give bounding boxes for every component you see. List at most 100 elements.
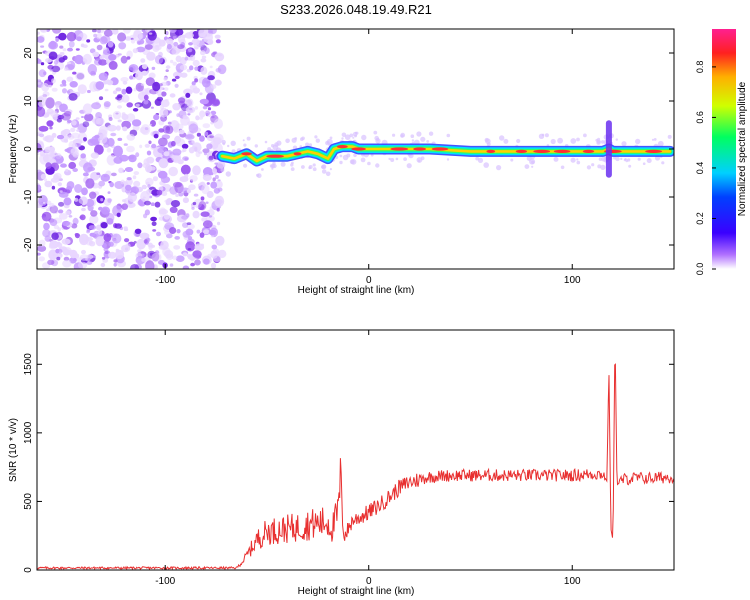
noise-speckle — [182, 252, 188, 257]
noise-speckle — [43, 222, 50, 231]
noise-speckle — [199, 135, 205, 142]
snr-series-line — [37, 363, 674, 570]
trace-halo — [483, 162, 490, 168]
noise-speckle — [169, 263, 174, 267]
noise-speckle — [172, 35, 177, 40]
noise-speckle — [44, 146, 54, 153]
noise-speckle — [79, 254, 89, 261]
noise-speckle — [214, 162, 218, 165]
noise-speckle — [84, 113, 94, 122]
noise-speckle — [92, 29, 97, 33]
spectrogram-noise-region — [37, 29, 227, 269]
noise-speckle — [194, 259, 201, 266]
noise-speckle — [160, 91, 167, 97]
noise-speckle — [107, 198, 112, 203]
colorbar-tick-label: 0.0 — [695, 263, 705, 276]
noise-speckle — [200, 211, 210, 217]
spectrogram-x-axis: -100 0 100 — [155, 29, 581, 286]
noise-speckle — [172, 71, 183, 79]
noise-speckle — [56, 134, 65, 140]
trace-halo — [661, 161, 665, 165]
noise-speckle — [45, 97, 55, 109]
noise-speckle — [61, 79, 67, 85]
trace-halo — [420, 136, 426, 142]
noise-speckle — [120, 77, 129, 82]
noise-speckle — [190, 257, 195, 262]
trace-halo — [541, 133, 545, 137]
trace-halo — [403, 157, 407, 162]
noise-speckle — [71, 223, 78, 229]
noise-speckle — [122, 80, 128, 85]
trace-halo — [416, 157, 423, 163]
noise-speckle — [111, 29, 119, 35]
noise-speckle — [69, 249, 78, 259]
noise-speckle — [129, 75, 134, 80]
noise-speckle — [58, 191, 69, 198]
noise-speckle — [175, 255, 185, 262]
noise-speckle — [140, 58, 146, 63]
noise-speckle — [55, 104, 59, 109]
noise-speckle — [37, 106, 46, 117]
snr-y-label: SNR (10 * v/v) — [8, 418, 19, 482]
noise-speckle — [171, 155, 181, 162]
noise-speckle — [92, 51, 100, 58]
noise-speckle — [38, 125, 49, 132]
noise-speckle — [144, 143, 150, 148]
trace-halo — [576, 158, 579, 161]
noise-speckle — [89, 232, 96, 237]
noise-speckle — [77, 84, 87, 94]
noise-speckle — [150, 106, 154, 109]
noise-speckle — [116, 212, 121, 218]
noise-speckle — [118, 42, 127, 50]
noise-speckle — [172, 61, 177, 66]
noise-speckle — [113, 145, 123, 157]
noise-speckle — [94, 134, 100, 139]
trace-hotspot — [515, 149, 528, 153]
noise-speckle — [136, 238, 146, 250]
noise-speckle — [192, 59, 200, 67]
noise-speckle — [128, 192, 137, 203]
noise-speckle — [182, 114, 188, 119]
noise-speckle — [202, 148, 210, 154]
noise-speckle — [146, 51, 156, 61]
noise-speckle — [51, 29, 62, 34]
noise-speckle — [62, 220, 71, 227]
noise-speckle — [150, 202, 155, 206]
noise-speckle — [142, 196, 146, 199]
noise-speckle — [141, 258, 147, 262]
noise-speckle — [40, 62, 45, 66]
noise-speckle — [96, 33, 102, 40]
noise-speckle — [81, 207, 86, 212]
noise-speckle — [58, 32, 67, 41]
noise-speckle — [152, 229, 157, 232]
trace-halo — [516, 138, 521, 144]
noise-speckle — [126, 102, 133, 108]
noise-speckle — [71, 120, 77, 126]
noise-speckle — [75, 117, 80, 120]
noise-speckle — [98, 59, 108, 66]
noise-speckle — [98, 96, 104, 101]
noise-speckle — [130, 186, 139, 195]
noise-speckle — [190, 262, 196, 267]
spectrogram-trace — [216, 120, 674, 179]
noise-speckle — [63, 197, 72, 206]
noise-speckle — [177, 192, 184, 197]
trace-halo — [653, 138, 657, 141]
snr-y-axis: 0 500 1000 1500 — [23, 353, 674, 573]
noise-speckle — [208, 30, 213, 34]
noise-speckle — [148, 140, 152, 145]
noise-speckle — [117, 53, 122, 56]
noise-speckle — [100, 198, 104, 202]
noise-speckle — [158, 39, 166, 47]
noise-speckle — [150, 216, 158, 222]
noise-speckle — [162, 125, 171, 134]
noise-speckle — [74, 197, 79, 202]
noise-speckle — [170, 140, 176, 147]
noise-speckle — [120, 55, 128, 64]
noise-speckle — [92, 117, 101, 125]
noise-speckle — [141, 184, 147, 190]
trace-halo — [254, 144, 258, 148]
noise-speckle — [117, 137, 123, 141]
noise-speckle — [86, 260, 93, 265]
noise-speckle — [87, 166, 95, 172]
